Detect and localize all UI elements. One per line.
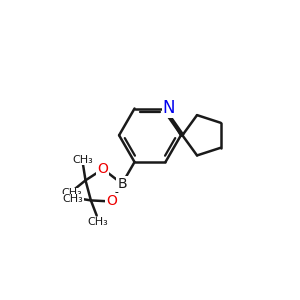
- Text: CH₃: CH₃: [62, 194, 83, 205]
- Text: B: B: [117, 177, 127, 191]
- Text: CH₃: CH₃: [88, 217, 108, 227]
- Text: O: O: [98, 162, 108, 176]
- Text: CH₃: CH₃: [73, 155, 93, 165]
- Text: CH₃: CH₃: [61, 188, 82, 198]
- Text: O: O: [106, 194, 117, 208]
- Text: N: N: [162, 99, 175, 117]
